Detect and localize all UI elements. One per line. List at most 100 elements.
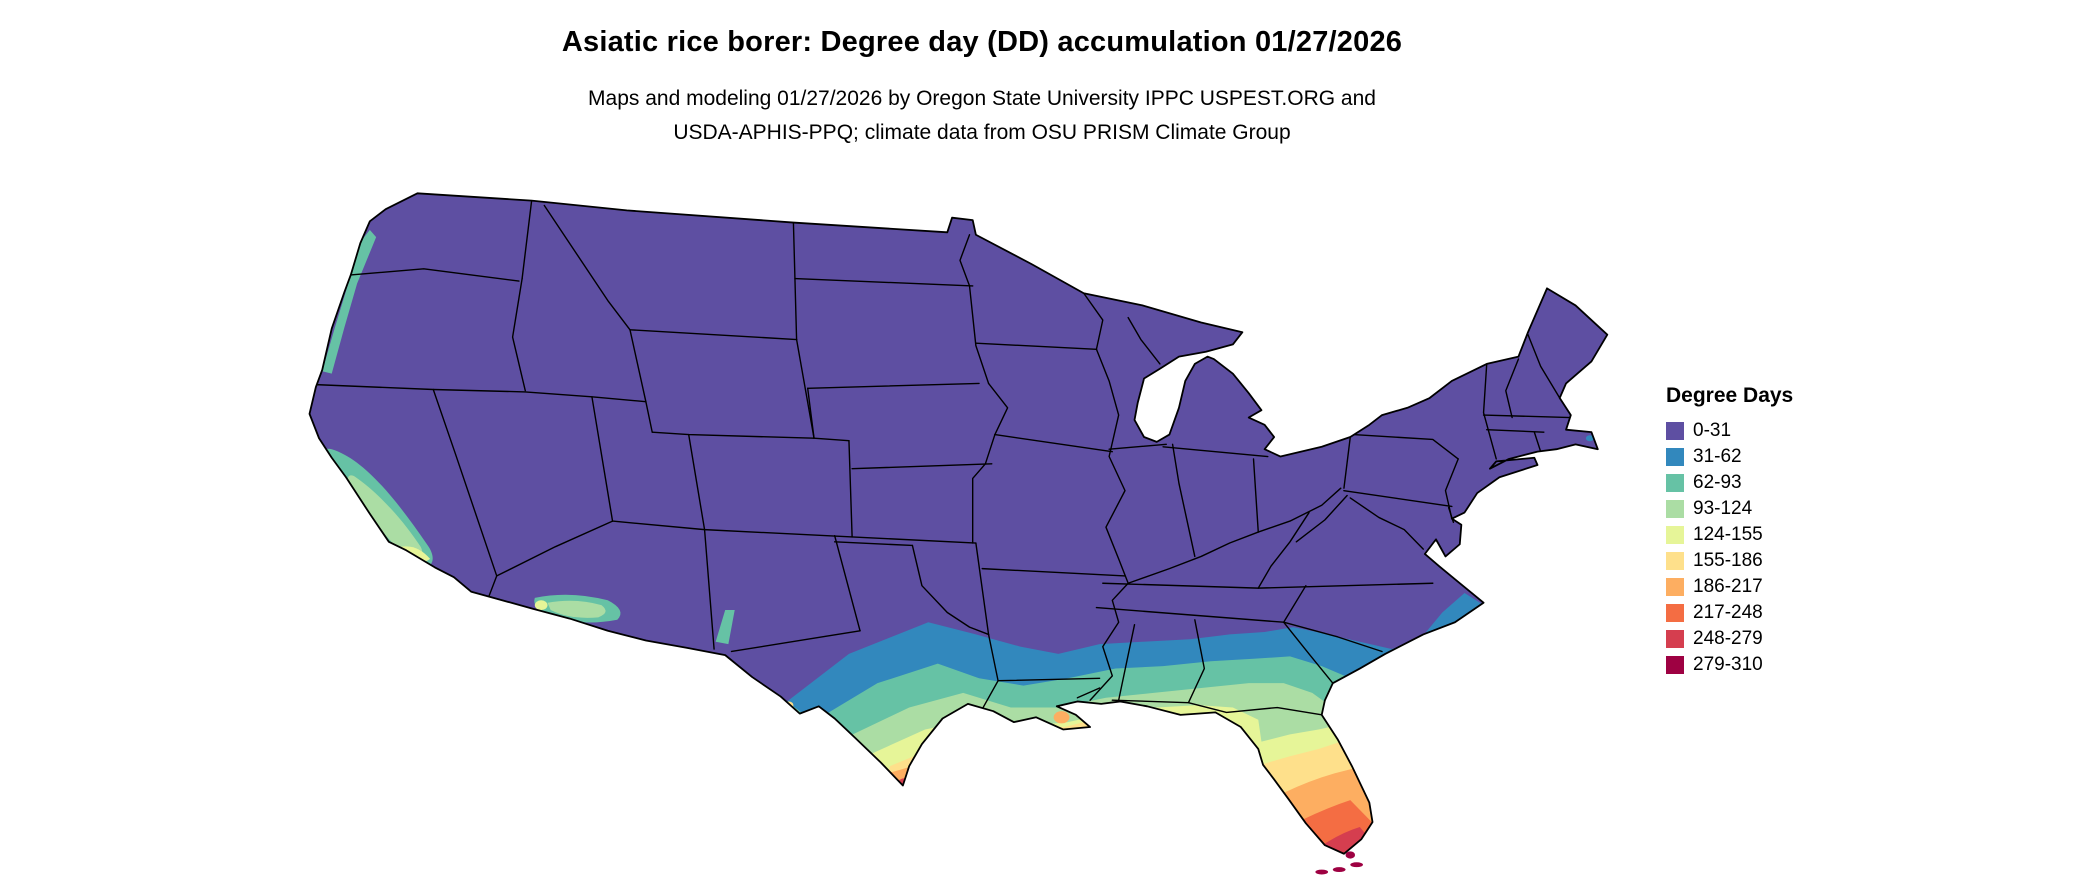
border-ky-tn-va-nc: [1103, 583, 1433, 588]
us-degree-day-map: [300, 186, 1620, 875]
legend-label: 31-62: [1693, 446, 1742, 467]
border-ut-co: [689, 435, 705, 530]
border-id-west: [522, 201, 532, 279]
legend-item: 155-186: [1666, 548, 1793, 574]
state-borders: [316, 201, 1571, 715]
legend: Degree Days 0-31 31-62 62-93 93-124 124-155 1…: [1666, 384, 1793, 678]
border-mt-east: [793, 223, 796, 340]
border-41st-parallel: [652, 432, 849, 441]
border-or-id: [513, 279, 526, 391]
border-oh-pa: [1344, 437, 1350, 488]
border-il-in: [1173, 444, 1195, 556]
border-ia-mo: [995, 435, 1112, 452]
border-ok-east: [976, 543, 989, 634]
legend-item: 0-31: [1666, 418, 1793, 444]
border-in-oh: [1254, 459, 1259, 532]
border-ny-east: [1484, 364, 1497, 459]
legend-item: 93-124: [1666, 496, 1793, 522]
border-ky-east: [1258, 513, 1309, 589]
legend-swatch: [1666, 578, 1684, 596]
border-mt-wy: [630, 330, 797, 340]
border-ohio-river: [1128, 488, 1341, 583]
legend-swatch: [1666, 474, 1684, 492]
legend-label: 186-217: [1693, 576, 1763, 597]
band-217-248-texas: [871, 766, 960, 835]
degree-day-raster: [309, 193, 1608, 854]
border-ne-east: [989, 383, 1008, 434]
page-subtitle: Maps and modeling 01/27/2026 by Oregon S…: [0, 82, 1964, 149]
border-sd-ne: [808, 383, 979, 388]
legend-swatch: [1666, 448, 1684, 466]
us-outline: [310, 193, 1608, 853]
legend-label: 124-155: [1693, 524, 1763, 545]
border-potomac: [1350, 498, 1423, 549]
border-ms-al: [1119, 625, 1135, 701]
border-mn-sd: [970, 286, 989, 383]
border-tx-ok-redriver: [912, 545, 988, 634]
border-nd-mn: [960, 235, 970, 286]
legend-item: 217-248: [1666, 600, 1793, 626]
border-ut-wy: [646, 402, 652, 432]
border-vt-nh: [1506, 359, 1519, 417]
border-nm-tx-east: [835, 536, 860, 631]
capecod-31-62-patch: [1585, 435, 1594, 442]
border-co-east: [849, 441, 852, 537]
legend-item: 279-310: [1666, 652, 1793, 678]
legend-swatch: [1666, 604, 1684, 622]
border-pa-ny: [1353, 435, 1458, 459]
border-42nd-parallel: [316, 385, 646, 402]
border-mo-ar: [982, 569, 1125, 576]
band-186-217-delta-patch: [1053, 711, 1070, 724]
border-tn-nc: [1284, 586, 1306, 623]
border-mason-dixon: [1344, 491, 1452, 507]
legend-swatch: [1666, 422, 1684, 440]
border-ne-ks: [852, 464, 992, 469]
border-nv-az: [497, 521, 613, 576]
border-tn-south: [1096, 608, 1283, 623]
tip-279-310-patch: [1345, 851, 1356, 859]
california-93-124-patch: [348, 475, 423, 558]
socal-coast-124-155-patch: [436, 572, 446, 580]
legend-label: 155-186: [1693, 550, 1763, 571]
border-wa-or: [351, 269, 519, 281]
legend-items: 0-31 31-62 62-93 93-124 124-155 155-186 186-21…: [1666, 418, 1793, 678]
legend-swatch: [1666, 500, 1684, 518]
legend-label: 0-31: [1693, 420, 1732, 441]
border-ks-mo: [973, 435, 995, 543]
legend-label: 279-310: [1693, 654, 1763, 675]
border-ma-north: [1484, 415, 1571, 417]
legend-title: Degree Days: [1666, 384, 1794, 407]
border-ut-az: [613, 521, 705, 530]
page-title: Asiatic rice borer: Degree day (DD) accu…: [561, 26, 1403, 58]
legend-swatch: [1666, 552, 1684, 570]
legend-label: 62-93: [1693, 472, 1742, 493]
legend-swatch: [1666, 656, 1684, 674]
border-nh-me: [1528, 335, 1560, 398]
border-al-ga: [1188, 620, 1204, 703]
pacific-northwest-62-93-strip: [322, 229, 377, 374]
legend-swatch: [1666, 630, 1684, 648]
keys-279-310-patch: [1350, 862, 1363, 868]
legend-item: 31-62: [1666, 444, 1793, 470]
border-az-nm: [705, 530, 715, 649]
florida-keys: [1315, 851, 1363, 875]
border-mi-south: [1163, 447, 1268, 457]
border-fl-north: [1112, 700, 1321, 715]
border-mt-id: [544, 205, 630, 329]
border-ri-ct: [1534, 432, 1540, 451]
border-nm-tx-south: [732, 631, 861, 652]
border-ca-nv: [433, 389, 496, 596]
legend-item: 248-279: [1666, 626, 1793, 652]
border-mn-wi: [1084, 293, 1103, 349]
keys-279-310-patch: [1332, 867, 1346, 873]
border-ga-sc: [1284, 622, 1333, 683]
border-mississippi-river: [1090, 349, 1128, 700]
band-0-31-base: [309, 193, 1608, 854]
legend-item: 124-155: [1666, 522, 1793, 548]
border-ne-west: [808, 388, 814, 438]
new-mexico-riogrande-62-93-patch: [715, 610, 735, 645]
border-tx-ok-panhandle: [835, 542, 913, 546]
keys-279-310-patch: [1315, 869, 1329, 875]
border-nd-sd: [795, 279, 973, 286]
